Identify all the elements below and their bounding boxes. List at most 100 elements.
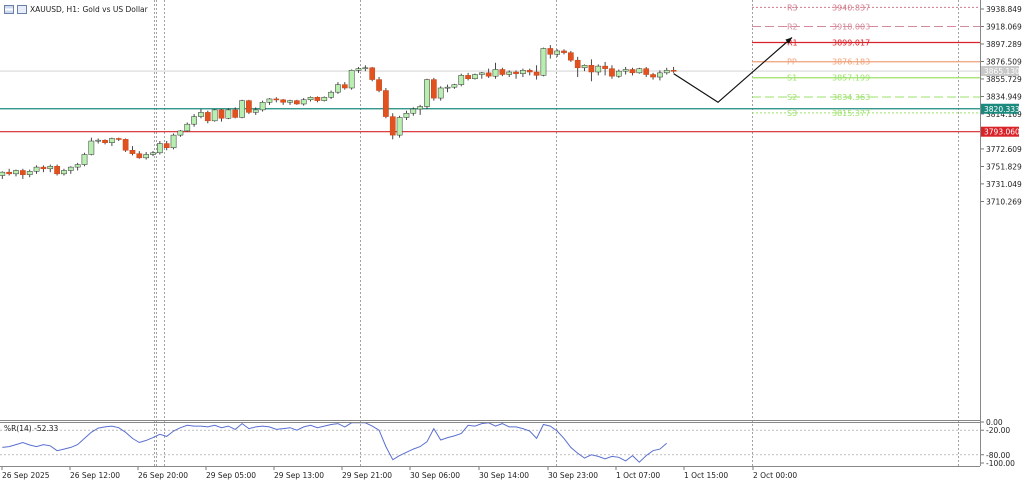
candle bbox=[115, 137, 122, 142]
pivot-value: 3899.017 bbox=[832, 39, 870, 48]
symbol-label: XAUUSD, H1: bbox=[30, 4, 80, 14]
price-tick: 3876.509 bbox=[986, 57, 1022, 66]
candle bbox=[663, 67, 670, 75]
candle bbox=[410, 107, 417, 116]
candle bbox=[369, 66, 376, 82]
chart-header: XAUUSD, H1: Gold vs US Dollar bbox=[4, 3, 148, 15]
time-tick: 1 Oct 07:00 bbox=[616, 471, 660, 480]
candle bbox=[362, 65, 369, 72]
candle bbox=[259, 100, 266, 112]
price-tag: 3820.333 bbox=[981, 103, 1020, 114]
candle bbox=[294, 99, 300, 105]
candle bbox=[355, 66, 362, 73]
candle bbox=[376, 77, 382, 93]
candle bbox=[307, 96, 314, 102]
candle bbox=[568, 50, 574, 62]
candle bbox=[129, 146, 136, 156]
candle bbox=[81, 152, 88, 167]
pivot-name: S3 bbox=[787, 109, 797, 118]
candle bbox=[383, 87, 389, 119]
price-tick: 3834.949 bbox=[986, 92, 1022, 101]
candle bbox=[61, 168, 67, 176]
candle bbox=[478, 71, 485, 79]
candle bbox=[150, 151, 156, 157]
candle bbox=[198, 109, 204, 119]
arrow-head bbox=[785, 37, 792, 44]
candle bbox=[184, 122, 191, 132]
candle bbox=[389, 113, 396, 140]
pivot-name: S2 bbox=[787, 93, 797, 102]
chart-trend-icon[interactable] bbox=[17, 4, 27, 14]
time-tick: 26 Sep 12:00 bbox=[70, 471, 120, 480]
candle bbox=[629, 67, 636, 76]
candle bbox=[40, 165, 47, 173]
candle bbox=[143, 151, 150, 160]
candle bbox=[314, 96, 321, 103]
price-tag: 3793.060 bbox=[981, 126, 1020, 137]
pivot-name: R2 bbox=[787, 23, 798, 32]
time-tick: 29 Sep 13:00 bbox=[274, 471, 324, 480]
candle bbox=[74, 162, 81, 171]
candle bbox=[232, 107, 239, 119]
candle bbox=[95, 138, 102, 144]
svg-text:3820.333: 3820.333 bbox=[984, 105, 1020, 114]
candle bbox=[300, 98, 307, 106]
candle bbox=[492, 62, 499, 79]
candle bbox=[47, 164, 54, 173]
pivot-levels: R3 3940.837 R2 3918.003 R1 3899.017 PP 3876.183… bbox=[752, 3, 980, 118]
horizontal-levels bbox=[0, 70, 980, 133]
candle bbox=[520, 68, 526, 78]
price-tick: 3897.289 bbox=[986, 40, 1022, 49]
price-tick: 3918.069 bbox=[986, 22, 1022, 31]
svg-text:3793.060: 3793.060 bbox=[984, 128, 1020, 137]
candle bbox=[13, 169, 19, 177]
candle bbox=[88, 137, 95, 156]
price-tick: 3772.609 bbox=[986, 145, 1022, 154]
candle bbox=[280, 98, 286, 105]
candle bbox=[273, 97, 280, 103]
candle bbox=[431, 77, 437, 101]
pivot-name: PP bbox=[787, 58, 797, 67]
candle bbox=[348, 69, 355, 90]
candle bbox=[595, 64, 602, 76]
candle bbox=[335, 82, 341, 94]
candle bbox=[615, 69, 622, 78]
pivot-value: 3940.837 bbox=[832, 3, 870, 12]
time-tick: 30 Sep 14:00 bbox=[479, 471, 529, 480]
time-tick: 29 Sep 21:00 bbox=[342, 471, 392, 480]
pivot-value: 3815.377 bbox=[832, 109, 870, 118]
candle bbox=[458, 73, 465, 87]
candle bbox=[574, 56, 581, 78]
pivot-value: 3857.199 bbox=[832, 74, 870, 83]
candle bbox=[170, 133, 177, 150]
candle bbox=[602, 61, 608, 76]
projection-path[interactable] bbox=[673, 37, 793, 104]
candle bbox=[403, 110, 410, 120]
candle bbox=[588, 59, 595, 82]
chart-grid-icon[interactable] bbox=[4, 4, 14, 14]
candle bbox=[417, 104, 423, 115]
candle bbox=[622, 66, 629, 75]
indicator-label: %R(14) -52.33 bbox=[4, 424, 59, 433]
candle bbox=[513, 70, 519, 79]
candle bbox=[321, 96, 328, 102]
candle bbox=[341, 82, 348, 90]
price-axis: 3938.849 3918.069 3897.289 3876.509 3855.729… bbox=[980, 5, 1022, 206]
candle bbox=[26, 169, 33, 178]
candle bbox=[136, 151, 143, 159]
candle bbox=[540, 47, 547, 77]
candle bbox=[102, 139, 108, 145]
svg-text:3865.130: 3865.130 bbox=[984, 67, 1020, 76]
candle bbox=[266, 98, 273, 105]
candle bbox=[670, 66, 677, 73]
candle bbox=[218, 109, 225, 122]
candle bbox=[609, 65, 615, 79]
candle bbox=[424, 78, 430, 110]
pivot-name: S1 bbox=[787, 74, 797, 83]
williams-r-panel: 0.00-20.00 -80.00-100.00 bbox=[0, 418, 1015, 468]
candle bbox=[67, 166, 74, 174]
time-axis: 26 Sep 2025 26 Sep 12:00 26 Sep 20:00 29 Se… bbox=[1, 466, 797, 480]
candle bbox=[444, 84, 451, 93]
pivot-name: R3 bbox=[787, 3, 798, 12]
